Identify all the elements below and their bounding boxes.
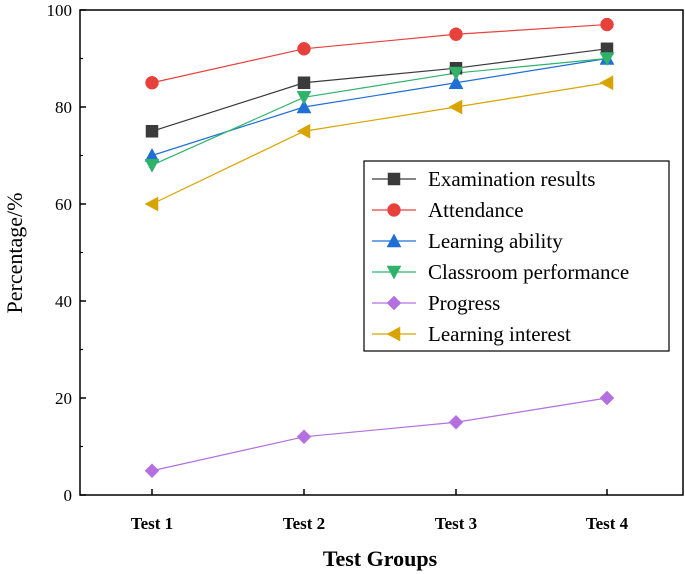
legend-label-examination-results: Examination results xyxy=(428,167,595,191)
legend-marker-classroom-performance xyxy=(386,265,402,280)
data-point-learning-ability xyxy=(448,75,464,89)
x-tick-label: Test 2 xyxy=(283,514,325,533)
legend-label-learning-ability: Learning ability xyxy=(428,229,563,253)
data-point-attendance xyxy=(297,42,311,56)
series-line-learning-ability xyxy=(151,57,608,157)
data-point-classroom-performance xyxy=(296,91,312,105)
x-tick-label: Test 4 xyxy=(586,514,629,533)
data-point-progress xyxy=(448,414,464,430)
y-tick-label: 20 xyxy=(55,389,72,408)
x-axis-title: Test Groups xyxy=(323,546,438,571)
series-markers xyxy=(144,17,615,479)
series-line-examination-results xyxy=(151,48,608,132)
data-point-progress xyxy=(599,390,615,406)
data-point-learning-interest xyxy=(599,75,614,91)
y-tick-label: 100 xyxy=(47,1,73,20)
data-point-classroom-performance xyxy=(599,52,615,67)
data-point-classroom-performance xyxy=(448,66,464,81)
legend-marker-progress xyxy=(386,295,402,311)
data-point-learning-ability xyxy=(296,99,312,114)
y-axis-title: Percentage/% xyxy=(2,193,27,314)
y-tick-label: 40 xyxy=(55,292,72,311)
data-point-examination-results xyxy=(145,125,159,138)
data-point-progress xyxy=(296,429,312,445)
data-point-attendance xyxy=(449,27,463,41)
legend-marker-attendance xyxy=(387,203,401,217)
data-point-attendance xyxy=(145,76,159,90)
legend-label-learning-interest: Learning interest xyxy=(428,322,571,346)
x-tick-label: Test 3 xyxy=(435,514,477,533)
data-point-learning-interest xyxy=(144,196,159,212)
data-point-progress xyxy=(144,463,160,479)
series-line-classroom-performance xyxy=(151,57,608,166)
legend-marker-learning-ability xyxy=(386,233,402,248)
y-tick-label: 80 xyxy=(55,98,72,117)
x-tick-label: Test 1 xyxy=(131,514,173,533)
legend-label-progress: Progress xyxy=(428,291,500,315)
legend: Examination results Attendance Learning ab… xyxy=(363,160,670,352)
legend-box xyxy=(363,160,670,352)
series-line-attendance xyxy=(151,23,608,84)
legend-label-classroom-performance: Classroom performance xyxy=(428,260,629,284)
data-point-learning-interest xyxy=(448,99,463,115)
data-point-attendance xyxy=(600,17,614,32)
legend-marker-learning-interest xyxy=(386,326,401,342)
legend-label-attendance: Attendance xyxy=(428,198,524,222)
data-point-classroom-performance xyxy=(144,158,160,173)
series-line-learning-interest xyxy=(151,82,608,205)
axes: 0 20 40 60 80 100 Test 1 Test 2 Test 3 Test 4 xyxy=(47,1,684,533)
legend-marker-examination-results xyxy=(387,172,401,186)
series-line-progress xyxy=(151,397,608,472)
data-point-examination-results xyxy=(297,76,311,89)
data-point-learning-interest xyxy=(296,123,311,139)
y-tick-label: 60 xyxy=(55,195,72,214)
y-tick-label: 0 xyxy=(64,486,73,505)
series-lines xyxy=(151,23,608,472)
